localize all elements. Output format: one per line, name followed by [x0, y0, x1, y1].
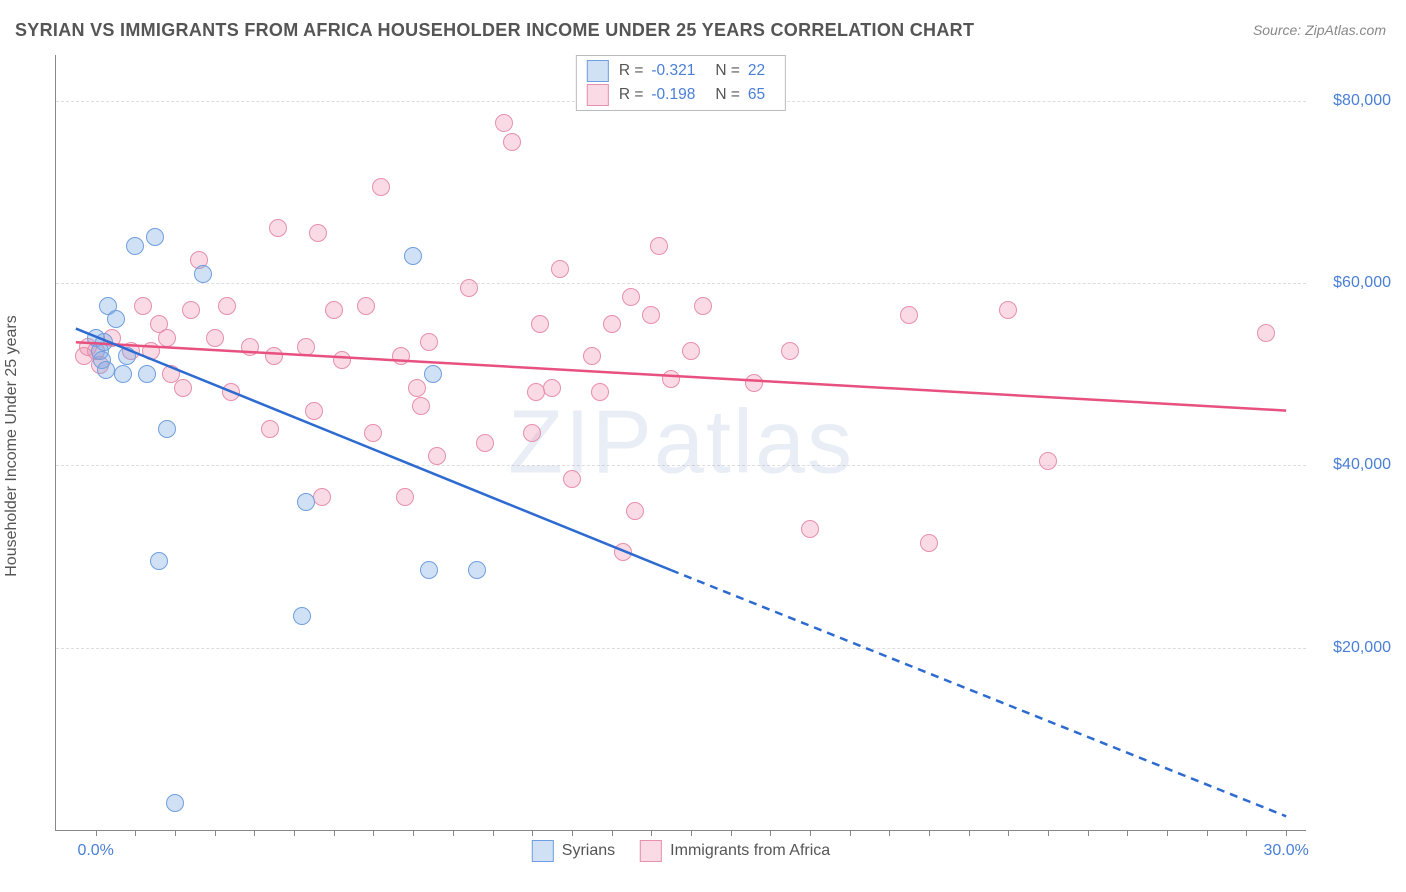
correlation-legend: R = -0.321 N = 22 R = -0.198 N = 65 [576, 55, 786, 111]
x-tick [1008, 830, 1009, 836]
x-tick [969, 830, 970, 836]
x-tick [96, 830, 97, 836]
n-label: N = [715, 62, 740, 80]
plot-area: ZIPatlas R =-0.321N =22R =-0.198N =65 Sy… [55, 55, 1306, 831]
legend-row-africa: R = -0.198 N = 65 [587, 83, 775, 107]
x-tick [1286, 830, 1287, 836]
x-tick [493, 830, 494, 836]
x-tick [1246, 830, 1247, 836]
legend-item-africa: Immigrants from Africa [640, 840, 830, 862]
n-label: N = [715, 86, 740, 104]
x-tick [532, 830, 533, 836]
x-tick [175, 830, 176, 836]
legend-item-syrians: Syrians [532, 840, 615, 862]
x-tick [1167, 830, 1168, 836]
africa-swatch [587, 84, 609, 106]
x-tick [651, 830, 652, 836]
chart-title: SYRIAN VS IMMIGRANTS FROM AFRICA HOUSEHO… [15, 20, 974, 41]
syrians-swatch [587, 60, 609, 82]
x-tick [731, 830, 732, 836]
x-tick [1048, 830, 1049, 836]
legend-label: Immigrants from Africa [670, 842, 830, 860]
x-tick [453, 830, 454, 836]
series-legend: Syrians Immigrants from Africa [532, 840, 830, 862]
y-axis-label: Householder Income Under 25 years [3, 315, 21, 576]
n-value: 65 [748, 86, 765, 104]
r-label: R = [619, 62, 644, 80]
africa-swatch [640, 840, 662, 862]
x-tick [810, 830, 811, 836]
y-tick-label: $80,000 [1311, 92, 1391, 110]
x-tick [413, 830, 414, 836]
n-value: 22 [748, 62, 765, 80]
x-tick [850, 830, 851, 836]
x-tick [691, 830, 692, 836]
y-tick-label: $40,000 [1311, 456, 1391, 474]
r-value: -0.321 [651, 62, 695, 80]
x-tick [929, 830, 930, 836]
x-tick [612, 830, 613, 836]
source-label: Source: ZipAtlas.com [1253, 22, 1386, 38]
x-tick [1207, 830, 1208, 836]
x-tick [572, 830, 573, 836]
y-tick-label: $60,000 [1311, 274, 1391, 292]
x-tick [770, 830, 771, 836]
x-tick [135, 830, 136, 836]
x-tick-label: 0.0% [77, 842, 113, 860]
x-tick [1127, 830, 1128, 836]
x-tick [889, 830, 890, 836]
x-tick [373, 830, 374, 836]
r-value: -0.198 [651, 86, 695, 104]
x-tick [215, 830, 216, 836]
x-tick [294, 830, 295, 836]
syrians-swatch [532, 840, 554, 862]
x-tick-label: 30.0% [1263, 842, 1308, 860]
legend-label: Syrians [562, 842, 615, 860]
x-tick [334, 830, 335, 836]
x-tick [254, 830, 255, 836]
r-label: R = [619, 86, 644, 104]
trend-lines-layer [56, 55, 1306, 830]
legend-row-syrians: R = -0.321 N = 22 [587, 59, 775, 83]
x-tick [1088, 830, 1089, 836]
y-tick-label: $20,000 [1311, 639, 1391, 657]
